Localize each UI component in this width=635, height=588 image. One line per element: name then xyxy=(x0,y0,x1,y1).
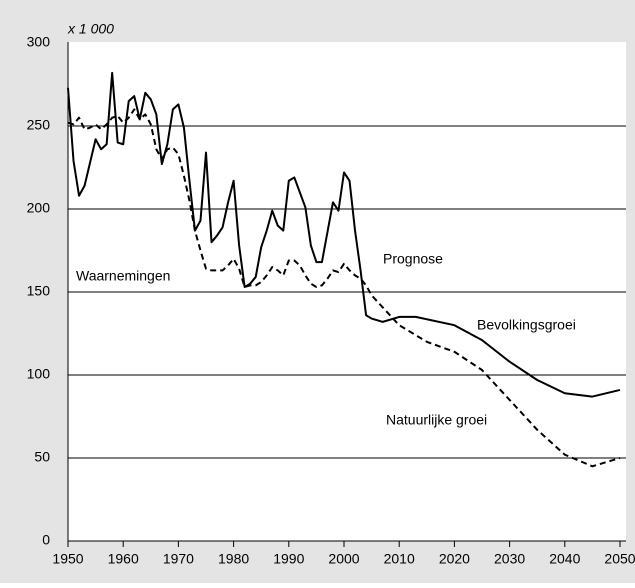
annotation: Prognose xyxy=(383,251,443,267)
x-tick-label: 2040 xyxy=(549,551,580,567)
x-tick-label: 2020 xyxy=(439,551,470,567)
series-label: Bevolkingsgroei xyxy=(477,317,576,333)
x-tick-label: 2010 xyxy=(384,551,415,567)
annotation: Waarnemingen xyxy=(76,268,170,284)
series-label: Natuurlijke groei xyxy=(386,412,487,428)
x-tick-label: 2050 xyxy=(604,551,635,567)
y-tick-label: 50 xyxy=(34,449,50,465)
y-tick-label: 300 xyxy=(27,34,51,50)
x-tick-label: 1950 xyxy=(52,551,83,567)
series-line xyxy=(67,108,621,468)
unit-label: x 1 000 xyxy=(67,21,114,37)
x-tick-label: 1990 xyxy=(273,551,304,567)
y-tick-label: 250 xyxy=(27,117,51,133)
x-tick-label: 1980 xyxy=(218,551,249,567)
x-tick-label: 2030 xyxy=(494,551,525,567)
y-tick-label: 100 xyxy=(27,366,51,382)
y-tick-label: 150 xyxy=(27,283,51,299)
y-tick-label: 0 xyxy=(42,532,50,548)
y-tick-label: 200 xyxy=(27,200,51,216)
x-tick-label: 1960 xyxy=(108,551,139,567)
x-tick-label: 2000 xyxy=(328,551,359,567)
x-tick-label: 1970 xyxy=(163,551,194,567)
